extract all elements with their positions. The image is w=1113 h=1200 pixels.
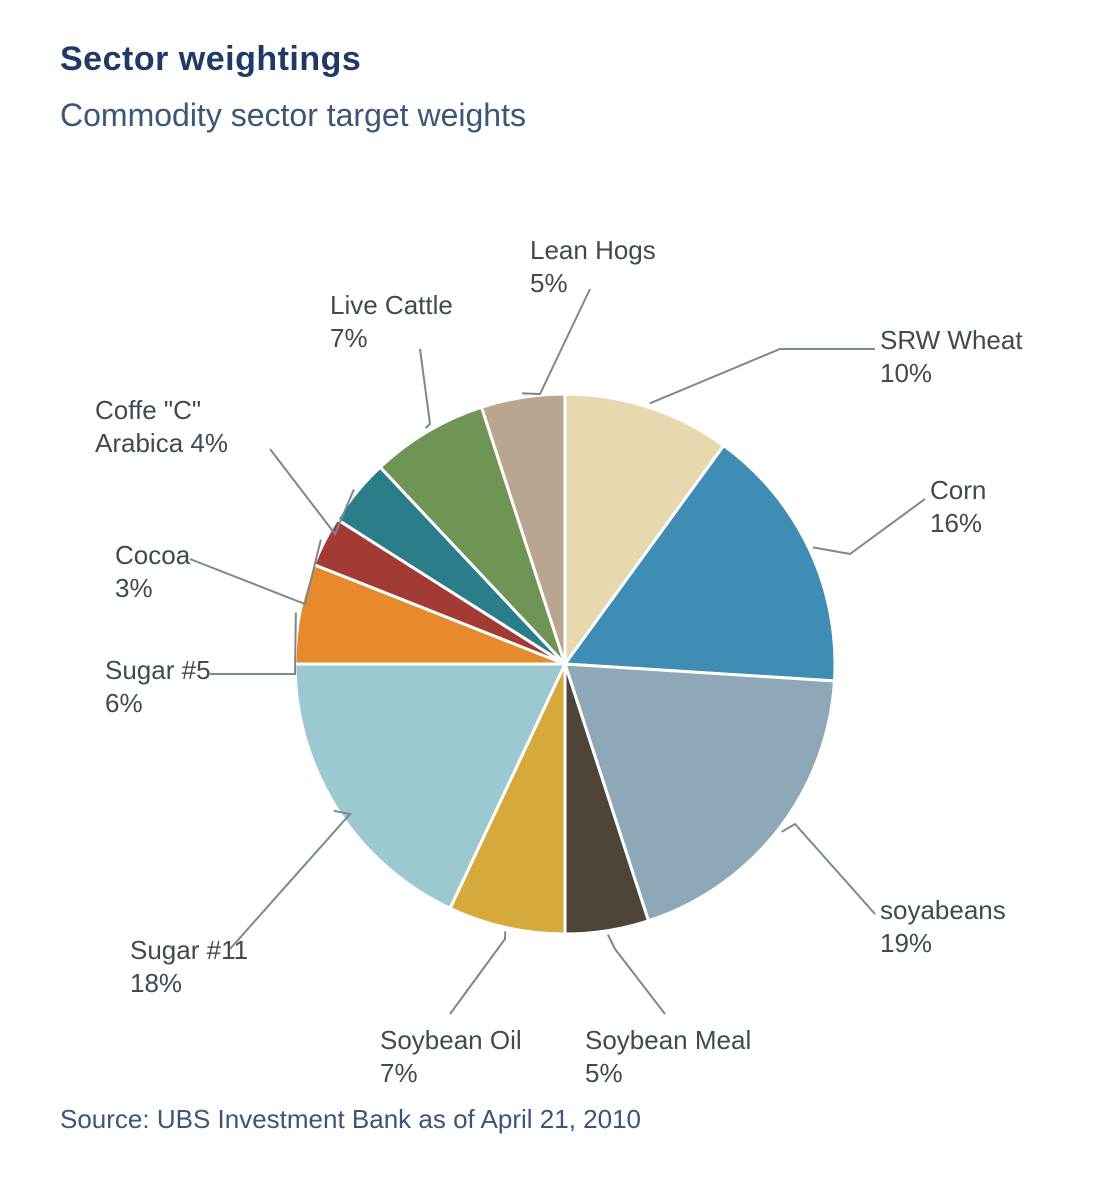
slice-label: Soybean Meal5% bbox=[585, 1024, 751, 1089]
page: Sector weightings Commodity sector targe… bbox=[0, 0, 1113, 1200]
leader-line bbox=[650, 349, 875, 403]
slice-label: soyabeans19% bbox=[880, 894, 1006, 959]
source-caption: Source: UBS Investment Bank as of April … bbox=[60, 1104, 1063, 1135]
page-subtitle: Commodity sector target weights bbox=[60, 97, 1063, 134]
leader-line bbox=[522, 289, 590, 394]
pie-chart: SRW Wheat10% Corn16% soyabeans19% Soybean M… bbox=[60, 194, 1060, 1094]
slice-label: Soybean Oil7% bbox=[380, 1024, 522, 1089]
leader-line bbox=[210, 613, 296, 674]
leader-line bbox=[230, 811, 350, 949]
leader-line bbox=[190, 540, 321, 604]
slice-label: Coffe "C"Arabica 4% bbox=[95, 394, 228, 459]
page-title: Sector weightings bbox=[60, 40, 1063, 79]
leader-line bbox=[270, 449, 354, 534]
leader-line bbox=[450, 931, 505, 1014]
slice-label: Lean Hogs5% bbox=[530, 234, 656, 299]
slice-label: Sugar #56% bbox=[105, 654, 211, 719]
slice-label: Sugar #1118% bbox=[130, 934, 248, 999]
slice-label: SRW Wheat10% bbox=[880, 324, 1023, 389]
slice-label: Live Cattle7% bbox=[330, 289, 453, 354]
leader-line bbox=[420, 349, 430, 428]
slice-label: Corn16% bbox=[930, 474, 986, 539]
leader-line bbox=[608, 935, 665, 1014]
slice-label: Cocoa3% bbox=[115, 539, 190, 604]
leader-line bbox=[813, 499, 925, 554]
leader-line bbox=[782, 824, 875, 914]
